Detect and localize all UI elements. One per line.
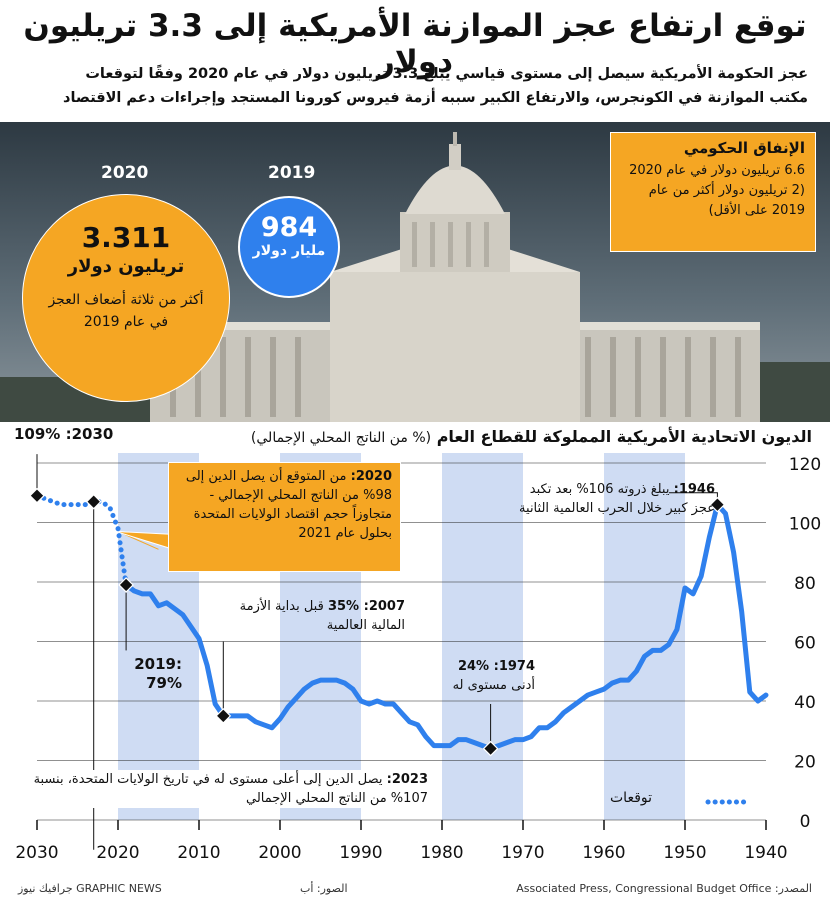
annotation-1946: 1946: يبلغ ذروته 106% بعد تكبد عجز كبير … [515, 480, 715, 518]
annotation-2007: 2007: 35% قبل بداية الأزمة المالية العال… [235, 597, 405, 635]
annotation-2023-text: يصل الدين إلى أعلى مستوى له في تاريخ الو… [33, 772, 428, 806]
deficit-2019-circle: 984 مليار دولار [238, 196, 340, 298]
gridlines [37, 462, 766, 821]
footer-source: المصدر: Associated Press, Congressional … [516, 882, 812, 895]
footer-brand: GRAPHIC NEWS جرافيك نيوز [18, 882, 162, 895]
annotation-1974-text: أدنى مستوى له [452, 678, 535, 693]
x-tick-label: 1950 [663, 843, 706, 863]
x-tick-label: 1960 [582, 843, 625, 863]
deficit-2020-note: أكثر من ثلاثة أضعاف العجز في عام 2019 [48, 292, 204, 330]
x-tick-label: 2030 [15, 843, 58, 863]
annotation-2019-year: :2019 [134, 655, 182, 673]
x-tick-label: 1990 [339, 843, 382, 863]
subtitle: عجز الحكومة الأمريكية سيصل إلى مستوى قيا… [22, 62, 808, 110]
y-tick-label: 20 [794, 753, 816, 773]
series-lines [34, 493, 769, 752]
subtitle-line-1: عجز الحكومة الأمريكية سيصل إلى مستوى قيا… [85, 66, 808, 82]
y-tick-label: 0 [800, 812, 811, 832]
x-tick-label: 1940 [744, 843, 787, 863]
x-tick-label: 2020 [96, 843, 139, 863]
annotation-1946-text: يبلغ ذروته 106% بعد تكبد عجز كبير خلال ا… [519, 482, 715, 516]
x-tick-label: 2000 [258, 843, 301, 863]
annotation-1974: 1974: 24% أدنى مستوى له [405, 657, 535, 695]
y-tick-label: 40 [794, 693, 816, 713]
x-tick-labels: 2030 2020 2010 2000 1990 1980 1970 1960 1950 1940 [15, 820, 788, 863]
annotation-2007-year: 2007: 35% [327, 599, 405, 614]
chart-title-sub: (% من الناتج المحلي الإجمالي) [250, 430, 432, 446]
highlight-point-1946 [709, 496, 726, 513]
annotation-2007-text: قبل بداية الأزمة المالية العالمية [239, 599, 405, 633]
spending-text: 6.6 تريليون دولار في عام 2020 (2 تريليون… [629, 163, 805, 218]
annotation-2020-text: من المتوقع أن يصل الدين إلى 98% من النات… [185, 469, 392, 541]
y-tick-labels: 0 20 40 60 80 100 120 [789, 455, 821, 832]
x-tick-label: 1980 [420, 843, 463, 863]
y-tick-label: 80 [794, 574, 816, 594]
annotation-2023: 2023: يصل الدين إلى أعلى مستوى له في تار… [30, 770, 428, 808]
y-tick-label: 120 [789, 455, 821, 475]
x-tick-label: 2010 [177, 843, 220, 863]
legend-label: توقعات [610, 790, 653, 806]
y-tick-label: 60 [794, 634, 816, 654]
deficit-2020-unit: تريليون دولار [67, 256, 185, 277]
highlight-point-1974 [482, 740, 499, 757]
annotation-2019: :2019 79% [112, 655, 182, 693]
annotation-2020-year: 2020: [350, 469, 392, 484]
government-spending-box: الإنفاق الحكومي 6.6 تريليون دولار في عام… [610, 132, 816, 252]
annotation-2030: 2030: 109% [14, 425, 114, 443]
highlight-points [29, 487, 726, 757]
annotation-2023-year: 2023: [386, 772, 428, 787]
year-2019-label: 2019 [268, 163, 316, 183]
annotation-2020-box: 2020: من المتوقع أن يصل الدين إلى 98% من… [168, 462, 401, 572]
annotation-2019-value: 79% [146, 674, 182, 692]
highlight-point-2030 [29, 487, 45, 504]
chart-title-main: الديون الاتحادية الأمريكية المملوكة للقط… [436, 427, 812, 446]
highlight-point-2019 [118, 577, 134, 593]
deficit-2020-value: 3.311 [81, 221, 171, 254]
subtitle-line-2: مكتب الموازنة في الكونجرس، والارتفاع الك… [63, 90, 808, 106]
y-tick-label: 100 [789, 515, 821, 535]
spending-title: الإنفاق الحكومي [683, 139, 805, 157]
highlight-point-2023 [85, 493, 102, 510]
footer-photo-credit: الصور: أب [300, 882, 348, 895]
deficit-2019-unit: مليار دولار [252, 243, 326, 259]
projection-series-line [34, 493, 129, 588]
decade-band [442, 453, 523, 820]
chart-title: الديون الاتحادية الأمريكية المملوكة للقط… [251, 427, 812, 446]
annotation-1974-year: 1974: 24% [457, 659, 535, 674]
highlight-point-2007 [215, 708, 232, 724]
deficit-2019-value: 984 [260, 212, 318, 243]
annotation-1946-year: 1946: [673, 482, 715, 497]
deficit-2020-circle: 3.311 تريليون دولار أكثر من ثلاثة أضعاف … [22, 194, 230, 402]
x-tick-label: 1970 [501, 843, 544, 863]
page-title: توقع ارتفاع عجز الموازنة الأمريكية إلى 3… [23, 8, 807, 80]
actual-series-line [123, 502, 769, 752]
year-2020-label: 2020 [101, 163, 149, 183]
